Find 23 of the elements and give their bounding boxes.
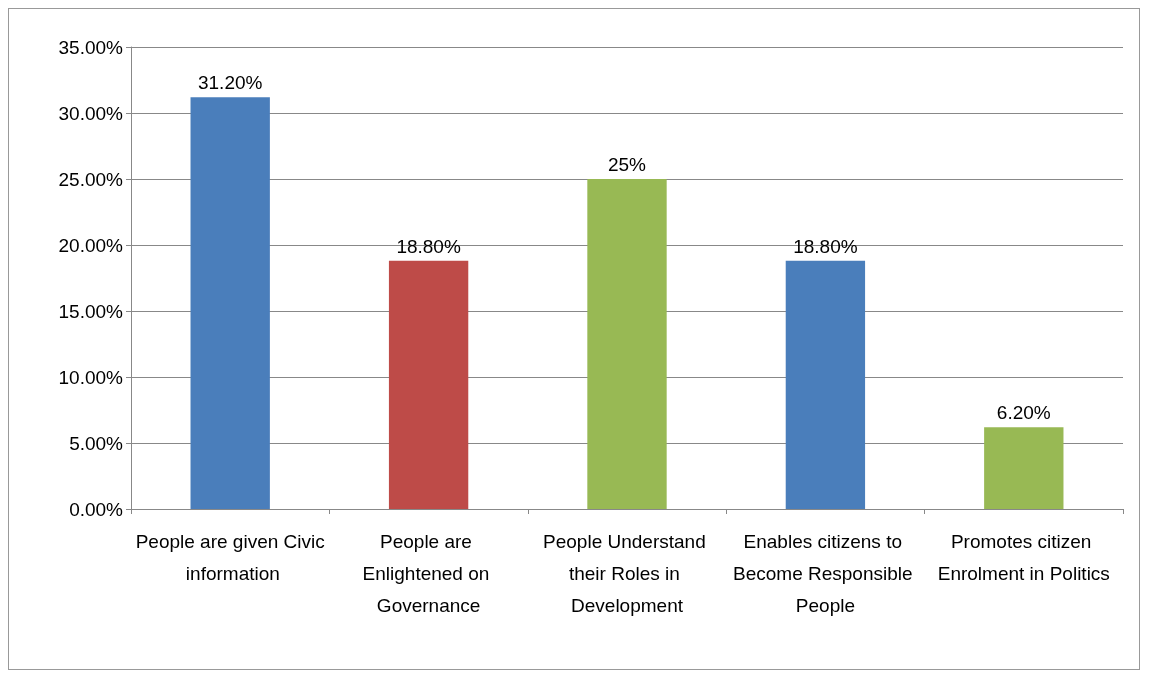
bar [388,260,469,509]
x-tick-label: People are given Civic information [135,530,325,584]
y-tick-label: 35.00% [58,36,124,58]
bar [785,260,866,509]
y-tick-label: 20.00% [58,234,124,256]
x-tick-label: People are Enlightened on Governance [362,530,495,616]
x-tick-label: Promotes citizen Enrolment in Politics [937,530,1110,584]
y-tick-label: 30.00% [58,102,124,124]
data-label: 6.20% [996,402,1051,424]
data-label: 31.20% [197,72,263,94]
data-label: 18.80% [793,235,858,257]
y-tick-label: 5.00% [69,432,124,454]
y-tick-label: 0.00% [69,498,124,520]
x-tick-label: People Understand their Roles in Development [543,530,711,616]
y-tick-label: 10.00% [58,366,124,388]
x-tick-label: Enables citizens to Become Responsible People [732,530,918,616]
data-label: 25% [607,154,647,175]
bar [190,97,270,509]
bar [984,427,1064,509]
bar [587,179,667,509]
y-tick-label: 25.00% [58,168,124,190]
y-tick-label: 15.00% [58,300,124,322]
data-label: 18.80% [396,235,461,257]
